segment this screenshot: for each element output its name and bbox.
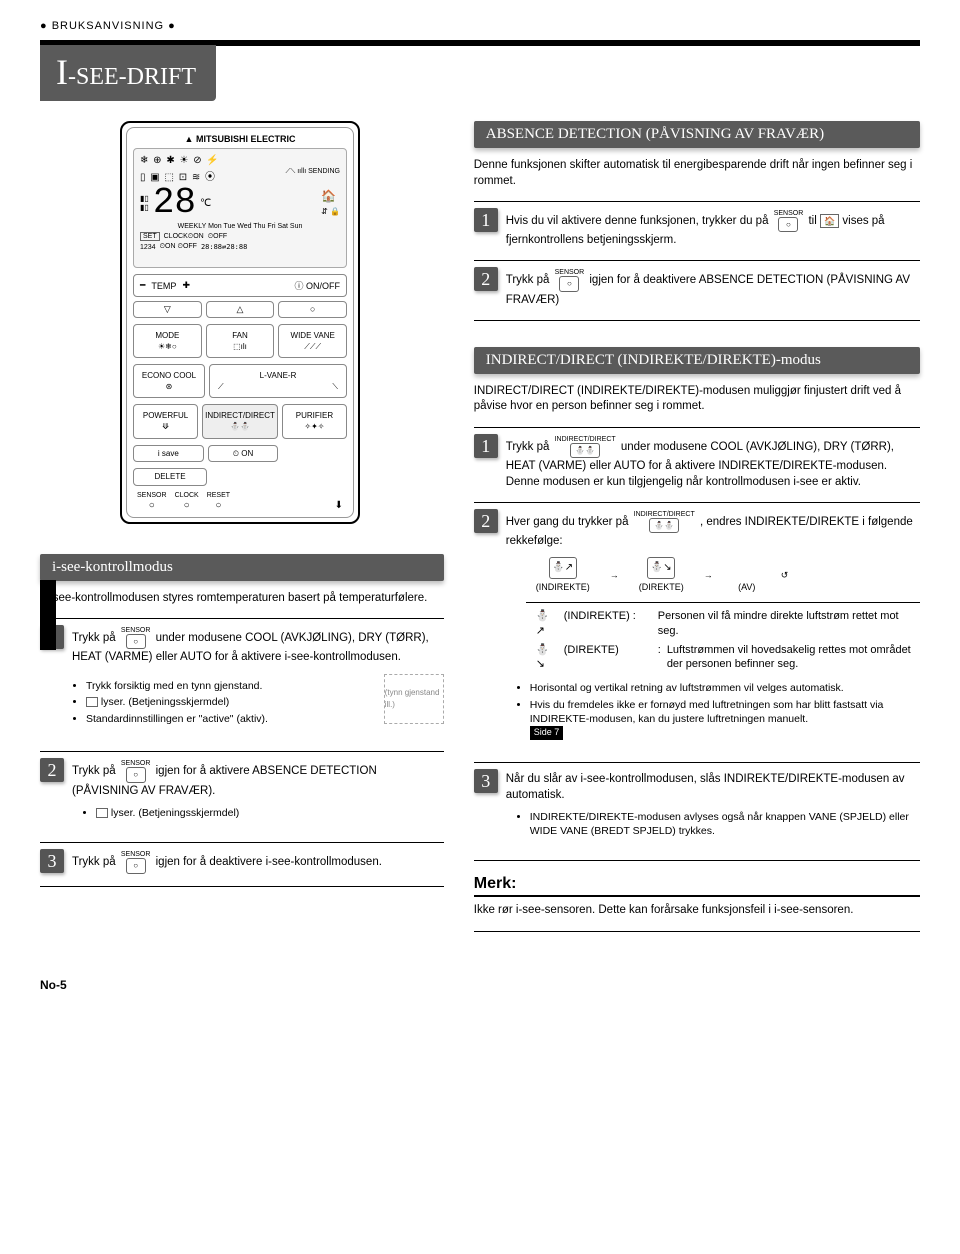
remote-bottom-row: SENSOR○ CLOCK○ RESET○ ⬇ — [133, 492, 347, 511]
btn-fan: FAN⬚ılı — [206, 324, 275, 358]
top-ruler: ● BRUKSANVISNING ● — [40, 20, 920, 32]
ind-step-1: 1 Trykk på INDIRECT/DIRECT⛄⛄ under modus… — [474, 434, 920, 490]
def-direkte: ⛄↘ (DIREKTE) : Luftstrømmen vil hovedsak… — [536, 643, 920, 673]
pen-illustration: (tynn gjenstand ill.) — [384, 674, 444, 724]
section-indirect-title: INDIRECT/DIRECT (INDIREKTE/DIREKTE)-modu… — [474, 347, 920, 374]
mode-sequence: ⛄↗(INDIREKTE) → ⛄↘(DIREKTE) → (AV) ↺ — [536, 557, 920, 594]
left-s1-bul1: Trykk forsiktig med en tynn gjenstand. — [86, 680, 376, 694]
btn-mode: MODE☀❄○ — [133, 324, 202, 358]
remote-lcd: ❄ ⊕ ✱ ☀ ⊘ ⚡ ▯ ▣ ⬚ ⊡ ≋ ⦿ ⟋⟍ ııllı SENDING… — [133, 148, 347, 268]
remote-brand: ▲ MITSUBISHI ELECTRIC — [133, 134, 347, 144]
ind-step-2: 2 Hver gang du trykker på INDIRECT/DIREC… — [474, 509, 920, 750]
btn-on: ⏲ ON — [208, 445, 279, 463]
section-absence-title: ABSENCE DETECTION (PÅVISNING AV FRAVÆR) — [474, 121, 920, 148]
btn-widevane: WIDE VANE⟋⟋⟋ — [278, 324, 347, 358]
section-isee-title: i-see-kontrollmodus — [40, 554, 444, 581]
indirect-direct-button-icon: INDIRECT/DIRECT⛄⛄ — [555, 436, 616, 458]
page-number: No-5 — [40, 978, 920, 992]
left-step-3: 3 Trykk på SENSOR○ igjen for å deaktiver… — [40, 849, 444, 873]
merk-body: Ikke rør i-see-sensoren. Dette kan forår… — [474, 903, 920, 919]
remote-temp-bar: ━TEMP✚ ⓘ ON/OFF — [133, 274, 347, 297]
ind-bul1: Horisontal og vertikal retning av luftst… — [530, 682, 920, 696]
left-s2-bul1: lyser. (Betjeningsskjermdel) — [96, 807, 444, 821]
left-step-2: 2 Trykk på SENSOR○ igjen for å aktivere … — [40, 758, 444, 830]
remote-arrows: ▽△○ — [133, 301, 347, 318]
abs-step-2: 2 Trykk på SENSOR○ igjen for å deaktiver… — [474, 267, 920, 307]
sensor-button-icon: SENSOR○ — [121, 627, 151, 649]
left-s1-bul3: Standardinnstillingen er "active" (aktiv… — [86, 713, 376, 727]
indirect-direct-button-icon: INDIRECT/DIRECT⛄⛄ — [634, 511, 695, 533]
page-title-tab: I-SEE-DRIFT — [40, 45, 216, 101]
sensor-button-icon: SENSOR○ — [555, 269, 585, 291]
sensor-button-icon: SENSOR○ — [121, 851, 151, 873]
isee-intro: I i-see-kontrollmodusen styres romtemper… — [40, 591, 444, 607]
ind-s3-bul: INDIREKTE/DIREKTE-modusen avlyses også n… — [530, 811, 920, 838]
left-s1-bul2: lyser. (Betjeningsskjermdel) — [86, 696, 376, 710]
remote-illustration: ▲ MITSUBISHI ELECTRIC ❄ ⊕ ✱ ☀ ⊘ ⚡ ▯ ▣ ⬚ … — [120, 121, 360, 524]
left-step-1: 1 Trykk på SENSOR○ under modusene COOL (… — [40, 625, 444, 739]
btn-powerful: POWERFUL⟱ — [133, 404, 198, 438]
btn-econo: ECONO COOL⊛ — [133, 364, 205, 398]
divider — [40, 618, 444, 619]
indirect-intro: INDIRECT/DIRECT (INDIREKTE/DIREKTE)-modu… — [474, 384, 920, 415]
btn-delete: DELETE — [133, 468, 207, 486]
ind-step-3: 3 Når du slår av i-see-kontrollmodusen, … — [474, 769, 920, 848]
sensor-button-icon: SENSOR○ — [121, 760, 151, 782]
merk-heading: Merk: — [474, 875, 920, 893]
abs-step-1: 1 Hvis du vil aktivere denne funksjonen,… — [474, 208, 920, 248]
btn-indirect-direct: INDIRECT/DIRECT⛄⛄ — [202, 404, 278, 438]
side7-badge: Side 7 — [530, 726, 564, 740]
btn-purifier: PURIFIER✧✦✧ — [282, 404, 347, 438]
btn-lvane: L-VANE-R⟋⟍ — [209, 364, 347, 398]
btn-isave: i save — [133, 445, 204, 463]
ind-bul2: Hvis du fremdeles ikke er fornøyd med lu… — [530, 699, 920, 740]
left-black-tab — [40, 580, 56, 650]
def-indirekte: ⛄↗ (INDIREKTE) : Personen vil få mindre … — [536, 609, 920, 639]
absence-intro: Denne funksjonen skifter automatisk til … — [474, 158, 920, 189]
sensor-button-icon: SENSOR○ — [774, 210, 804, 232]
